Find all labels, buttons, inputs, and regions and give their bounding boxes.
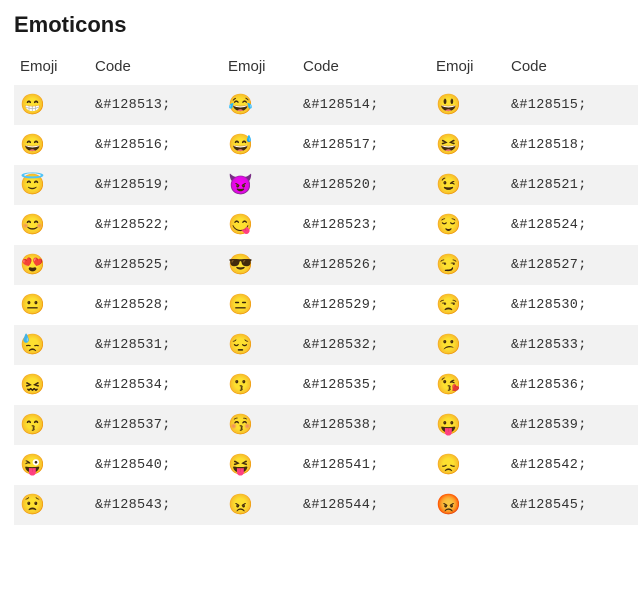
header-code-1: Code	[89, 48, 222, 85]
code-cell: &#128525;	[89, 245, 222, 285]
emoji-cell: 😏	[430, 245, 505, 285]
emoji-cell: 😊	[14, 205, 89, 245]
code-cell: &#128515;	[505, 85, 638, 125]
emoji-cell: 😜	[14, 445, 89, 485]
code-cell: &#128544;	[297, 485, 430, 525]
emoji-cell: 😠	[222, 485, 297, 525]
code-cell: &#128531;	[89, 325, 222, 365]
emoji-cell: 😔	[222, 325, 297, 365]
emoji-cell: 😍	[14, 245, 89, 285]
code-cell: &#128524;	[505, 205, 638, 245]
code-cell: &#128535;	[297, 365, 430, 405]
code-cell: &#128537;	[89, 405, 222, 445]
code-cell: &#128521;	[505, 165, 638, 205]
emoji-cell: 😓	[14, 325, 89, 365]
emoji-cell: 😕	[430, 325, 505, 365]
code-cell: &#128545;	[505, 485, 638, 525]
emoji-cell: 😚	[222, 405, 297, 445]
emoji-cell: 😄	[14, 125, 89, 165]
emoji-cell: 😖	[14, 365, 89, 405]
header-code-3: Code	[505, 48, 638, 85]
emoji-cell: 😙	[14, 405, 89, 445]
code-cell: &#128540;	[89, 445, 222, 485]
page-title: Emoticons	[14, 12, 626, 38]
emoji-cell: 😑	[222, 285, 297, 325]
emoji-cell: 😇	[14, 165, 89, 205]
code-cell: &#128520;	[297, 165, 430, 205]
code-cell: &#128539;	[505, 405, 638, 445]
emoji-cell: 😐	[14, 285, 89, 325]
emoji-cell: 😡	[430, 485, 505, 525]
emoji-cell: 😈	[222, 165, 297, 205]
emoji-cell: 😎	[222, 245, 297, 285]
code-cell: &#128529;	[297, 285, 430, 325]
code-cell: &#128527;	[505, 245, 638, 285]
emoji-cell: 😝	[222, 445, 297, 485]
code-cell: &#128538;	[297, 405, 430, 445]
emoji-cell: 😆	[430, 125, 505, 165]
code-cell: &#128533;	[505, 325, 638, 365]
emoji-cell: 😒	[430, 285, 505, 325]
code-cell: &#128530;	[505, 285, 638, 325]
code-cell: &#128522;	[89, 205, 222, 245]
code-cell: &#128534;	[89, 365, 222, 405]
emoji-cell: 😘	[430, 365, 505, 405]
code-cell: &#128513;	[89, 85, 222, 125]
emoji-cell: 😃	[430, 85, 505, 125]
code-cell: &#128526;	[297, 245, 430, 285]
code-cell: &#128543;	[89, 485, 222, 525]
code-cell: &#128517;	[297, 125, 430, 165]
emoji-cell: 😗	[222, 365, 297, 405]
emoji-cell: 😟	[14, 485, 89, 525]
emoji-cell: 😋	[222, 205, 297, 245]
header-emoji-1: Emoji	[14, 48, 89, 85]
emoji-cell: 😞	[430, 445, 505, 485]
code-cell: &#128518;	[505, 125, 638, 165]
code-cell: &#128519;	[89, 165, 222, 205]
code-cell: &#128514;	[297, 85, 430, 125]
emoticons-table: Emoji Code Emoji Code Emoji Code 😁&#1285…	[14, 48, 626, 525]
emoji-cell: 😛	[430, 405, 505, 445]
emoji-cell: 😁	[14, 85, 89, 125]
code-cell: &#128541;	[297, 445, 430, 485]
code-cell: &#128516;	[89, 125, 222, 165]
header-emoji-3: Emoji	[430, 48, 505, 85]
emoji-cell: 😅	[222, 125, 297, 165]
header-code-2: Code	[297, 48, 430, 85]
code-cell: &#128542;	[505, 445, 638, 485]
code-cell: &#128523;	[297, 205, 430, 245]
code-cell: &#128528;	[89, 285, 222, 325]
emoji-cell: 😂	[222, 85, 297, 125]
header-emoji-2: Emoji	[222, 48, 297, 85]
emoji-cell: 😉	[430, 165, 505, 205]
emoji-cell: 😌	[430, 205, 505, 245]
code-cell: &#128532;	[297, 325, 430, 365]
code-cell: &#128536;	[505, 365, 638, 405]
